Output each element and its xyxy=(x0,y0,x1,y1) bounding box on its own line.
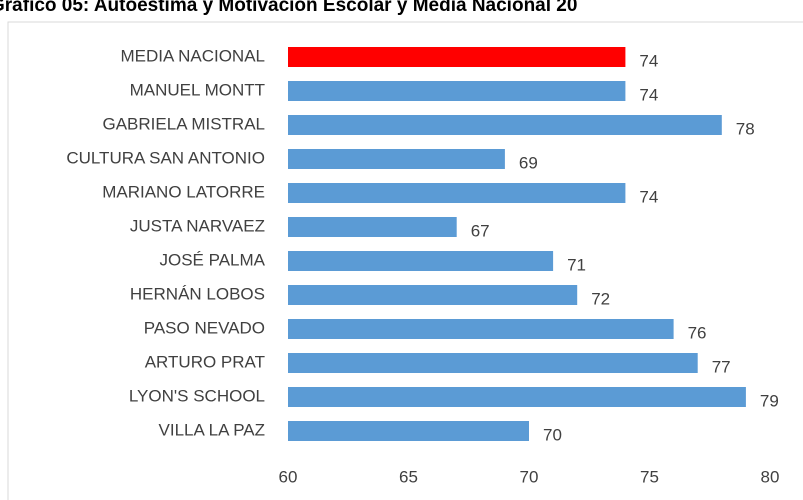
y-tick-label: LYON'S SCHOOL xyxy=(129,386,265,405)
bar xyxy=(288,149,505,169)
chart-border xyxy=(7,21,803,500)
y-tick-label: CULTURA SAN ANTONIO xyxy=(66,148,265,167)
value-label: 76 xyxy=(688,323,707,342)
bar xyxy=(288,217,457,237)
y-tick-label: JUSTA NARVAEZ xyxy=(130,216,265,235)
value-label: 77 xyxy=(712,357,731,376)
chart-title: Gráfico 05: Autoestima y Motivación Esco… xyxy=(0,0,577,16)
value-label: 74 xyxy=(639,85,658,104)
value-label: 72 xyxy=(591,289,610,308)
bar xyxy=(288,285,578,305)
y-tick-label: PASO NEVADO xyxy=(144,318,265,337)
bar xyxy=(288,47,626,67)
bar xyxy=(288,183,626,203)
y-tick-label: HERNÁN LOBOS xyxy=(130,284,265,303)
bar xyxy=(288,353,698,373)
y-tick-label: MANUEL MONTT xyxy=(130,80,265,99)
value-label: 71 xyxy=(567,255,586,274)
value-label: 74 xyxy=(639,187,658,206)
value-label: 70 xyxy=(543,425,562,444)
value-label: 69 xyxy=(519,153,538,172)
y-tick-label: GABRIELA MISTRAL xyxy=(103,114,266,133)
x-tick-label: 75 xyxy=(640,467,659,486)
x-tick-label: 80 xyxy=(761,467,780,486)
value-label: 67 xyxy=(471,221,490,240)
x-tick-label: 65 xyxy=(399,467,418,486)
x-tick-label: 70 xyxy=(520,467,539,486)
value-label: 79 xyxy=(760,391,779,410)
bar xyxy=(288,319,674,339)
y-tick-label: ARTURO PRAT xyxy=(145,352,265,371)
bar xyxy=(288,115,722,135)
y-tick-label: MARIANO LATORRE xyxy=(102,182,265,201)
y-tick-label: VILLA LA PAZ xyxy=(159,420,265,439)
bar xyxy=(288,251,554,271)
bar xyxy=(288,81,626,101)
bar xyxy=(288,387,746,407)
bar xyxy=(288,421,529,441)
y-tick-label: MEDIA NACIONAL xyxy=(120,46,265,65)
value-label: 74 xyxy=(639,51,658,70)
value-label: 78 xyxy=(736,119,755,138)
y-tick-label: JOSÉ PALMA xyxy=(160,250,266,269)
x-tick-label: 60 xyxy=(279,467,298,486)
